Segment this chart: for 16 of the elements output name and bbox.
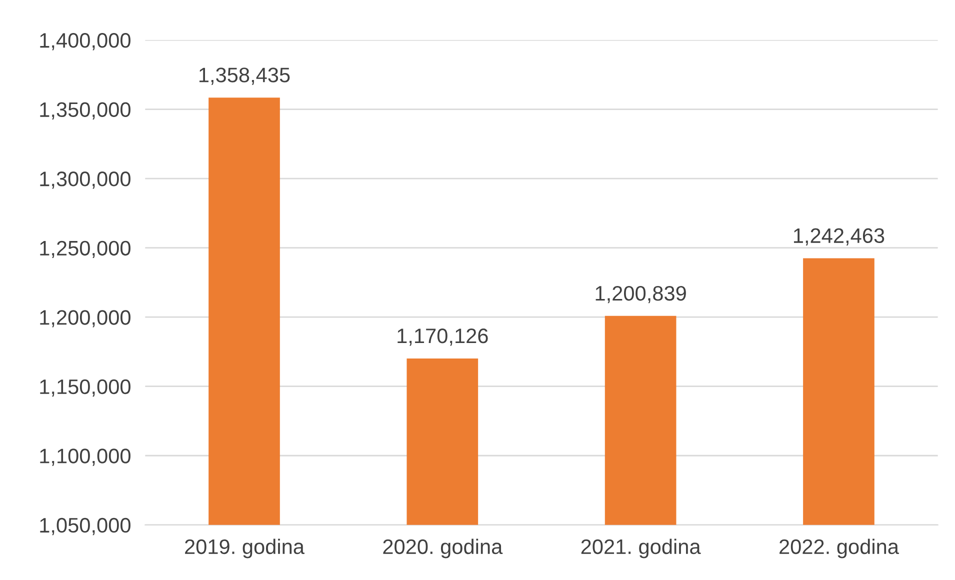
data-label: 1,170,126 bbox=[398, 328, 488, 346]
y-tick-label: 1,150,000 bbox=[40, 379, 130, 397]
y-tick-label: 1,100,000 bbox=[40, 448, 130, 466]
x-tick-label: 2022. godina bbox=[780, 538, 899, 558]
y-tick-label: 1,300,000 bbox=[40, 172, 130, 189]
x-tick-label: 2020. godina bbox=[383, 538, 503, 558]
x-tick-label: 2019. godina bbox=[185, 538, 304, 558]
data-label: 1,358,435 bbox=[199, 68, 290, 85]
data-label: 1,200,839 bbox=[596, 286, 686, 304]
data-label: 1,242,463 bbox=[794, 228, 884, 246]
y-tick-label: 1,200,000 bbox=[40, 310, 130, 328]
y-tick-label: 1,050,000 bbox=[40, 518, 130, 536]
x-tick-label: 2021. godina bbox=[581, 538, 701, 558]
y-tick-label: 1,250,000 bbox=[40, 240, 130, 258]
y-tick-label: 1,350,000 bbox=[40, 102, 130, 120]
y-tick-label: 1,400,000 bbox=[40, 33, 130, 50]
